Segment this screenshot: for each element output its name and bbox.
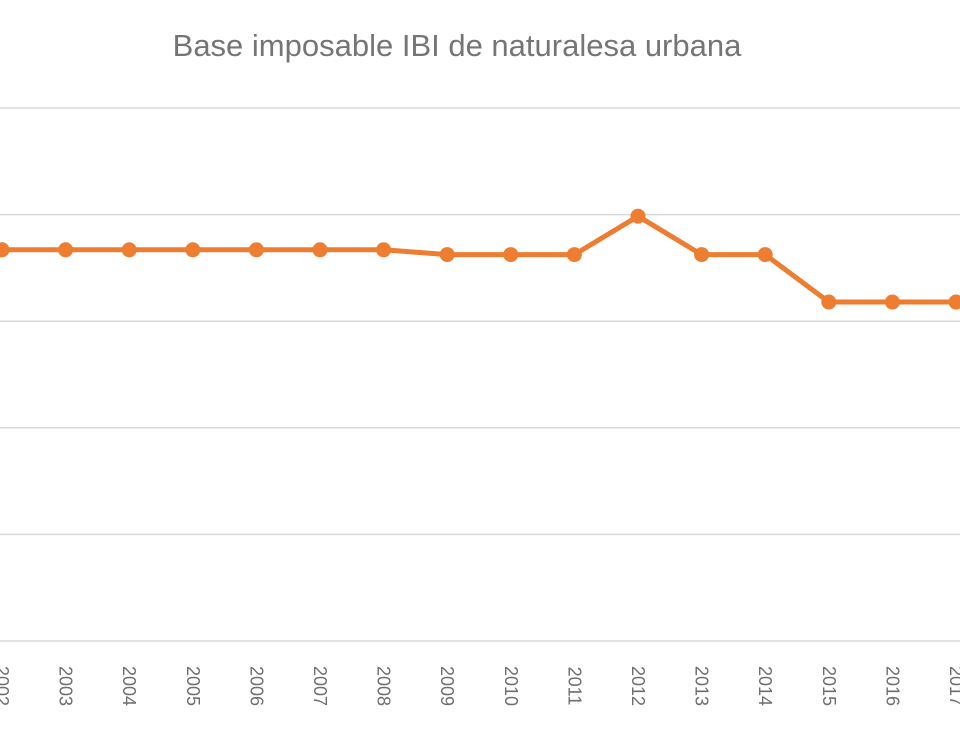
x-tick-label: 2014 — [755, 666, 775, 706]
x-tick-label: 2009 — [437, 666, 457, 706]
data-point-2012 — [630, 208, 646, 224]
x-tick-label: 2003 — [56, 666, 76, 706]
x-tick-label: 2011 — [564, 667, 584, 706]
x-tick-label: 2005 — [183, 666, 203, 706]
x-tick-label: 2010 — [501, 666, 521, 706]
x-tick-label: 2006 — [246, 666, 266, 706]
data-point-2010 — [503, 247, 519, 263]
data-point-2007 — [312, 242, 328, 258]
x-tick-label: 2016 — [882, 666, 902, 706]
x-tick-label: 2013 — [692, 666, 712, 706]
data-point-2014 — [757, 247, 773, 263]
x-tick-label: 2008 — [374, 666, 394, 706]
data-point-2016 — [884, 294, 900, 310]
data-point-2006 — [248, 242, 264, 258]
x-tick-label: 2004 — [119, 666, 139, 706]
series-line-0 — [2, 213, 956, 305]
chart-title: Base imposable IBI de naturalesa urbana — [172, 28, 742, 63]
x-tick-labels: 2002 2003 2004 2005 2006 2007 2008 2009 2010 2011… — [0, 666, 960, 706]
x-tick-label: 2017 — [946, 666, 960, 706]
data-point-2003 — [58, 242, 74, 258]
data-point-2008 — [376, 242, 392, 258]
x-tick-label: 2015 — [819, 666, 839, 706]
data-point-2005 — [185, 242, 201, 258]
x-tick-label: 2002 — [0, 666, 12, 706]
data-point-2015 — [821, 294, 837, 310]
gridlines — [0, 107, 960, 536]
data-point-2009 — [439, 247, 455, 263]
data-point-2013 — [694, 247, 710, 263]
data-point-2002 — [0, 242, 10, 258]
data-point-2011 — [566, 247, 582, 263]
data-point-2004 — [121, 242, 137, 258]
data-point-2017 — [948, 294, 960, 310]
series-layer — [0, 208, 960, 310]
x-tick-label: 2012 — [628, 666, 648, 706]
x-tick-label: 2007 — [310, 666, 330, 706]
